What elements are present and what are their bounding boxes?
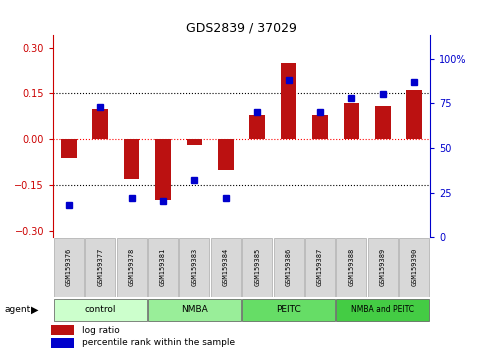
Text: NMBA: NMBA [181,305,208,314]
FancyBboxPatch shape [148,299,241,321]
Bar [51,338,74,348]
Bar [406,90,422,139]
FancyBboxPatch shape [273,238,304,297]
Text: PEITC: PEITC [276,305,301,314]
Text: GSM159387: GSM159387 [317,248,323,286]
Text: GSM159386: GSM159386 [285,248,292,286]
FancyBboxPatch shape [336,238,367,297]
Text: GSM159381: GSM159381 [160,248,166,286]
Title: GDS2839 / 37029: GDS2839 / 37029 [186,21,297,34]
Bar [124,139,140,179]
Text: control: control [85,305,116,314]
Text: GSM159376: GSM159376 [66,248,72,286]
Text: log ratio: log ratio [82,326,120,335]
Bar [51,325,74,335]
FancyBboxPatch shape [242,238,272,297]
Text: percentile rank within the sample: percentile rank within the sample [82,338,235,347]
FancyBboxPatch shape [54,238,84,297]
FancyBboxPatch shape [211,238,241,297]
Text: ▶: ▶ [31,305,39,315]
Text: GSM159385: GSM159385 [254,248,260,286]
Bar [186,139,202,145]
Bar [312,115,328,139]
Bar [249,115,265,139]
Bar [92,109,108,139]
Text: GSM159390: GSM159390 [411,248,417,286]
Bar [281,63,297,139]
FancyBboxPatch shape [148,238,178,297]
FancyBboxPatch shape [242,299,335,321]
FancyBboxPatch shape [368,238,398,297]
FancyBboxPatch shape [116,238,147,297]
FancyBboxPatch shape [85,238,115,297]
Text: GSM159388: GSM159388 [348,248,355,286]
Text: GSM159377: GSM159377 [97,248,103,286]
Text: GSM159383: GSM159383 [191,248,198,286]
Text: GSM159378: GSM159378 [128,248,135,286]
Text: agent: agent [5,305,31,314]
FancyBboxPatch shape [336,299,429,321]
Bar [375,106,391,139]
Text: GSM159389: GSM159389 [380,248,386,286]
FancyBboxPatch shape [305,238,335,297]
Bar [343,103,359,139]
Bar [61,139,77,158]
FancyBboxPatch shape [399,238,429,297]
Text: GSM159384: GSM159384 [223,248,229,286]
FancyBboxPatch shape [54,299,147,321]
Text: NMBA and PEITC: NMBA and PEITC [351,305,414,314]
Bar [155,139,171,200]
FancyBboxPatch shape [179,238,210,297]
Bar [218,139,234,170]
